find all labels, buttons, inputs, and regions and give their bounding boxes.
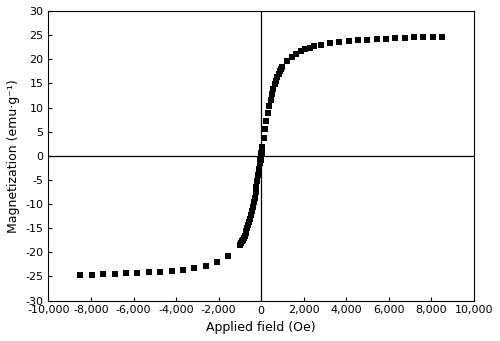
Point xyxy=(344,38,352,44)
Point xyxy=(274,74,281,80)
Point xyxy=(122,271,130,276)
Point xyxy=(262,118,270,123)
Point xyxy=(190,265,198,271)
Point xyxy=(265,103,273,109)
Point xyxy=(256,158,264,163)
Point xyxy=(224,254,232,259)
Point xyxy=(278,66,285,71)
Point xyxy=(400,35,408,41)
Point xyxy=(372,36,380,42)
Point xyxy=(246,216,254,222)
Point xyxy=(240,235,248,240)
Point xyxy=(99,271,107,277)
Point xyxy=(258,149,266,155)
Point xyxy=(258,148,266,153)
Point xyxy=(258,150,266,155)
Point xyxy=(316,42,324,48)
Point xyxy=(250,200,258,205)
Point xyxy=(258,151,266,157)
Point xyxy=(270,82,278,87)
Point xyxy=(326,41,334,46)
Point xyxy=(242,228,250,234)
Point xyxy=(245,220,253,225)
Point xyxy=(144,270,152,275)
Y-axis label: Magnetization (emu·g⁻¹): Magnetization (emu·g⁻¹) xyxy=(7,79,20,233)
X-axis label: Applied field (Oe): Applied field (Oe) xyxy=(206,321,316,334)
Point xyxy=(268,91,276,97)
Point xyxy=(269,86,277,92)
Point xyxy=(252,190,260,195)
Point xyxy=(76,272,84,278)
Point xyxy=(256,160,264,166)
Point xyxy=(244,223,252,228)
Point xyxy=(238,239,246,244)
Point xyxy=(306,45,314,50)
Point xyxy=(244,225,252,231)
Point xyxy=(364,37,372,42)
Point xyxy=(250,195,258,200)
Point xyxy=(258,152,266,158)
Point xyxy=(258,151,266,156)
Point xyxy=(292,51,300,56)
Point xyxy=(256,158,264,164)
Point xyxy=(179,267,187,272)
Point xyxy=(438,34,446,40)
Point xyxy=(236,242,244,247)
Point xyxy=(410,35,418,40)
Point xyxy=(420,34,428,40)
Point xyxy=(156,269,164,275)
Point xyxy=(274,71,282,77)
Point xyxy=(283,58,291,64)
Point xyxy=(257,155,265,161)
Point xyxy=(354,38,362,43)
Point xyxy=(428,34,436,40)
Point xyxy=(257,155,265,160)
Point xyxy=(266,97,274,103)
Point xyxy=(249,204,257,210)
Point xyxy=(247,212,255,218)
Point xyxy=(288,54,296,60)
Point xyxy=(239,237,247,242)
Point xyxy=(88,272,96,277)
Point xyxy=(248,209,256,214)
Point xyxy=(310,44,318,49)
Point xyxy=(110,271,118,277)
Point xyxy=(276,69,284,74)
Point xyxy=(242,231,250,236)
Point xyxy=(252,184,260,190)
Point xyxy=(301,47,309,52)
Point xyxy=(255,166,263,172)
Point xyxy=(256,157,264,162)
Point xyxy=(256,159,264,164)
Point xyxy=(237,240,245,246)
Point xyxy=(134,270,141,276)
Point xyxy=(260,135,268,140)
Point xyxy=(258,149,266,154)
Point xyxy=(278,64,286,70)
Point xyxy=(258,144,266,150)
Point xyxy=(168,268,175,273)
Point xyxy=(261,127,269,132)
Point xyxy=(257,153,265,158)
Point xyxy=(254,179,262,184)
Point xyxy=(272,78,280,83)
Point xyxy=(264,110,272,116)
Point xyxy=(336,39,344,45)
Point xyxy=(257,153,265,159)
Point xyxy=(382,36,390,41)
Point xyxy=(240,233,248,238)
Point xyxy=(296,48,304,54)
Point xyxy=(254,173,262,178)
Point xyxy=(258,147,266,153)
Point xyxy=(202,263,209,268)
Point xyxy=(392,35,400,41)
Point xyxy=(257,154,265,160)
Point xyxy=(256,156,264,162)
Point xyxy=(213,260,221,265)
